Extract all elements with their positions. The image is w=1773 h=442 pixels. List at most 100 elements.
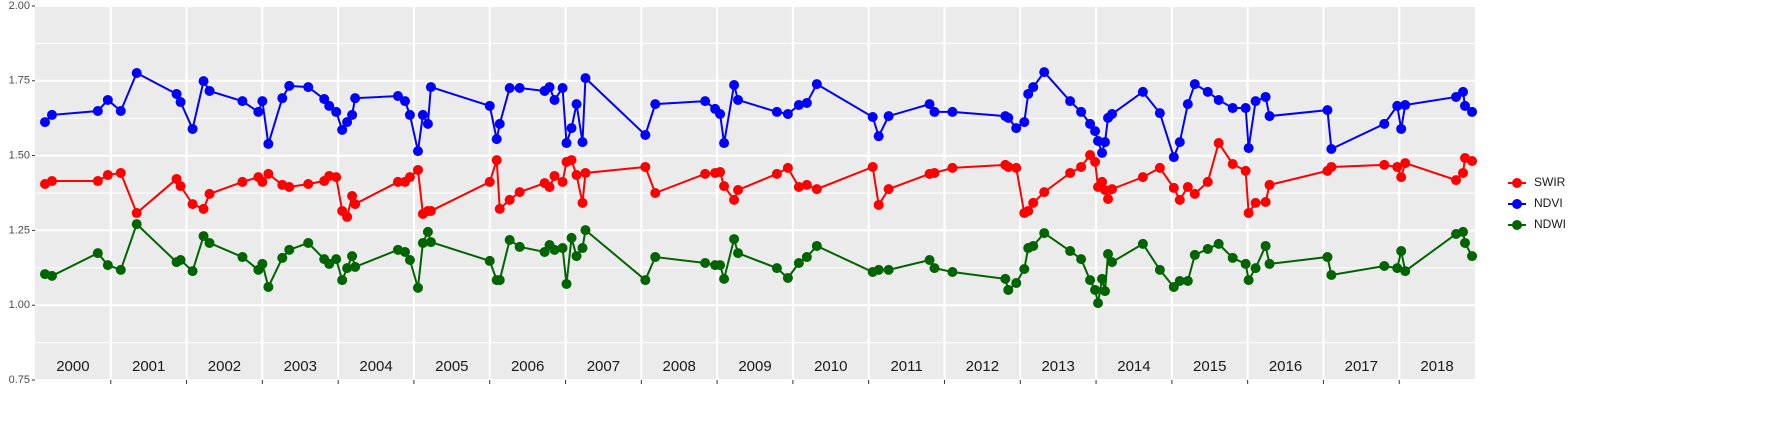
point	[319, 94, 330, 105]
point	[793, 100, 804, 111]
point	[1107, 109, 1118, 120]
point	[561, 278, 572, 289]
point	[873, 131, 884, 142]
point	[404, 255, 415, 266]
point	[1090, 284, 1101, 295]
point	[1459, 237, 1470, 248]
point	[303, 179, 314, 190]
point	[284, 182, 295, 193]
point	[412, 282, 423, 293]
point	[947, 162, 958, 173]
point	[1264, 111, 1275, 122]
point	[115, 167, 126, 178]
point	[347, 109, 358, 120]
point	[771, 106, 782, 117]
point	[347, 251, 358, 262]
point	[1023, 205, 1034, 216]
point	[557, 176, 568, 187]
point	[331, 254, 342, 265]
point	[204, 237, 215, 248]
point	[1202, 86, 1213, 97]
point	[494, 118, 505, 129]
year-label: 2009	[738, 358, 771, 375]
point	[883, 184, 894, 195]
point	[1227, 103, 1238, 114]
point	[771, 168, 782, 179]
point	[514, 82, 525, 93]
point	[1003, 284, 1014, 295]
point	[417, 109, 428, 120]
point	[801, 97, 812, 108]
point	[350, 199, 361, 210]
point	[187, 199, 198, 210]
point	[1076, 254, 1087, 265]
point	[131, 208, 142, 219]
point	[793, 182, 804, 193]
point	[577, 197, 588, 208]
point	[1458, 167, 1469, 178]
point	[412, 164, 423, 175]
point	[771, 263, 782, 274]
point	[715, 109, 726, 120]
point	[1023, 88, 1034, 99]
point	[1250, 96, 1261, 107]
point	[1459, 100, 1470, 111]
point	[571, 251, 582, 262]
point	[566, 155, 577, 166]
point	[263, 168, 274, 179]
point	[715, 167, 726, 178]
point	[1451, 91, 1462, 102]
point	[650, 188, 661, 198]
point	[1028, 82, 1039, 93]
point	[700, 168, 711, 179]
point	[277, 93, 288, 104]
point	[947, 106, 958, 117]
point	[715, 260, 726, 271]
point	[115, 106, 126, 117]
point	[580, 73, 591, 84]
point	[1039, 187, 1050, 198]
point	[1085, 118, 1096, 129]
point	[566, 123, 577, 134]
point	[733, 248, 744, 259]
point	[263, 281, 274, 292]
point	[324, 258, 335, 269]
point	[1189, 249, 1200, 260]
point	[1028, 197, 1039, 208]
year-label: 2018	[1420, 358, 1453, 375]
point	[650, 99, 661, 110]
point	[253, 106, 264, 117]
point	[924, 255, 935, 266]
point	[544, 82, 555, 93]
point	[811, 240, 822, 251]
year-label: 2012	[966, 358, 999, 375]
point	[1243, 275, 1254, 286]
point	[425, 82, 436, 93]
point	[873, 199, 884, 210]
point	[1090, 126, 1101, 137]
point	[1174, 194, 1185, 205]
point	[580, 167, 591, 178]
point	[198, 231, 209, 242]
point	[484, 255, 495, 266]
point	[549, 244, 560, 255]
point	[539, 246, 550, 257]
point	[1174, 137, 1185, 148]
point	[198, 203, 209, 214]
point	[1326, 269, 1337, 280]
point	[1379, 118, 1390, 129]
point	[504, 194, 515, 205]
year-label: 2006	[511, 358, 544, 375]
point	[1103, 193, 1114, 204]
point	[1326, 144, 1337, 155]
legend-label: NDWI	[1534, 217, 1566, 231]
point	[1240, 165, 1251, 176]
point	[867, 112, 878, 123]
point	[392, 176, 403, 187]
year-label: 2005	[435, 358, 468, 375]
legend-marker	[1512, 199, 1522, 209]
point	[1392, 161, 1403, 172]
y-tick-label: 0.75	[9, 374, 30, 386]
point	[571, 170, 582, 181]
